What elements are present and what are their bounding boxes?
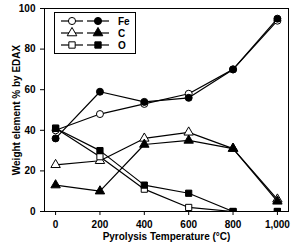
- html-text:C: C: [118, 27, 126, 39]
- svg-text:0: 0: [53, 219, 59, 230]
- svg-text:Weight element % by EDAX: Weight element % by EDAX: [11, 44, 22, 175]
- svg-text:Pyrolysis Temperature (°C): Pyrolysis Temperature (°C): [103, 231, 231, 242]
- svg-text:60: 60: [24, 84, 36, 95]
- html-text:Fe: Fe: [118, 15, 130, 27]
- svg-text:1,000: 1,000: [265, 219, 290, 230]
- svg-text:100: 100: [19, 3, 36, 14]
- svg-text:80: 80: [24, 43, 36, 54]
- svg-text:800: 800: [225, 219, 242, 230]
- svg-text:600: 600: [180, 219, 197, 230]
- svg-text:0: 0: [30, 206, 36, 217]
- html-text:O: O: [118, 39, 126, 51]
- svg-text:40: 40: [24, 125, 36, 136]
- svg-text:20: 20: [24, 165, 36, 176]
- svg-text:200: 200: [92, 219, 109, 230]
- svg-text:400: 400: [136, 219, 153, 230]
